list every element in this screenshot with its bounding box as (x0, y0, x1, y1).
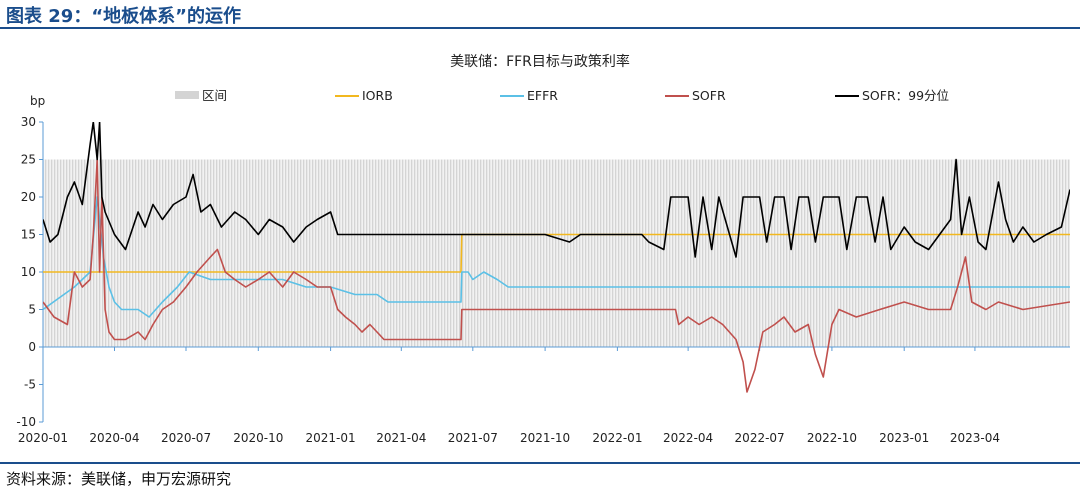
x-tick-label: 2021-07 (448, 431, 498, 445)
axis-labels: 30 25 20 15 10 5 0 -5 -10 2020-01 2020-04 2020-07 20… (16, 115, 1000, 445)
x-tick-label: 2022-01 (592, 431, 642, 445)
x-tick-label: 2020-04 (89, 431, 139, 445)
legend-label: IORB (362, 88, 393, 103)
legend-label: SOFR：99分位 (862, 88, 949, 103)
y-axis-unit-label: bp (30, 94, 45, 108)
x-tick-label: 2021-10 (520, 431, 570, 445)
bottom-rule (0, 462, 1080, 464)
x-tick-label: 2022-04 (663, 431, 713, 445)
legend-label: 区间 (202, 88, 227, 103)
y-tick-label: 10 (21, 265, 36, 279)
y-tick-label: 20 (21, 190, 36, 204)
legend: 区间 IORB EFFR SOFR SOFR：99分位 (175, 88, 949, 103)
x-tick-label: 2020-07 (161, 431, 211, 445)
legend-label: EFFR (527, 88, 558, 103)
series-line-sofr (43, 158, 1070, 393)
x-tick-label: 2020-01 (18, 431, 68, 445)
x-tick-label: 2021-04 (376, 431, 426, 445)
series-line-sofr99 (43, 122, 1070, 258)
x-tick-label: 2021-01 (306, 431, 356, 445)
source-note: 资料来源：美联储，申万宏源研究 (6, 470, 232, 488)
y-tick-label: 25 (21, 153, 36, 167)
y-tick-label: -5 (24, 378, 36, 392)
y-tick-label: 0 (28, 340, 36, 354)
interval-band (43, 159, 1070, 347)
y-tick-label: -10 (16, 415, 36, 429)
x-tick-label: 2022-10 (807, 431, 857, 445)
chart-title: 美联储：FFR目标与政策利率 (450, 53, 630, 70)
series-lines (43, 122, 1070, 393)
x-tick-label: 2023-01 (879, 431, 929, 445)
interval-band-area (43, 159, 1070, 347)
x-tick-label: 2022-07 (735, 431, 785, 445)
legend-label: SOFR (692, 88, 726, 103)
top-rule (0, 27, 1080, 29)
x-tick-label: 2020-10 (233, 431, 283, 445)
x-tick-label: 2023-04 (950, 431, 1000, 445)
legend-swatch-band (175, 91, 199, 99)
line-chart: 30 25 20 15 10 5 0 -5 -10 2020-01 2020-04 2020-07 20… (16, 53, 1070, 445)
y-tick-label: 5 (28, 303, 36, 317)
y-tick-label: 15 (21, 228, 36, 242)
y-tick-label: 30 (21, 115, 36, 129)
figure-title: 图表 29：“地板体系”的运作 (6, 6, 241, 27)
